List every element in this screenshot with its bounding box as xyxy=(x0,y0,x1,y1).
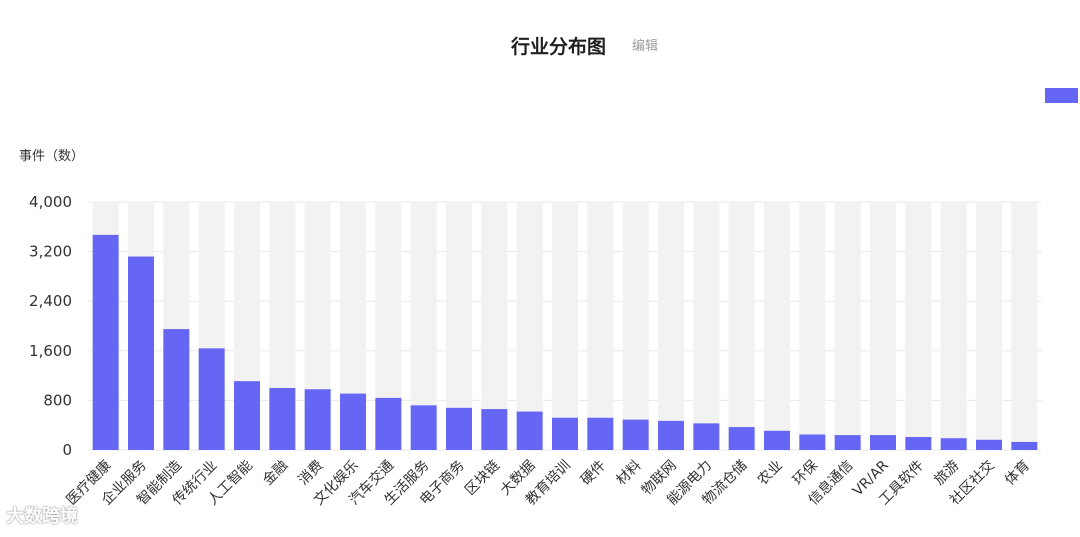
y-tick-label: 3,200 xyxy=(29,243,72,261)
bar[interactable] xyxy=(940,438,967,450)
bar-track xyxy=(693,202,720,450)
bar-track xyxy=(481,202,508,450)
title-row: 行业分布图 编辑 xyxy=(0,34,1080,62)
bar-track xyxy=(516,202,543,450)
bar[interactable] xyxy=(587,417,614,450)
bar-track xyxy=(728,202,755,450)
x-category-label: 消费 xyxy=(295,458,326,489)
x-category-label: 旅游 xyxy=(931,458,962,489)
bar[interactable] xyxy=(446,407,472,450)
bar[interactable] xyxy=(269,388,296,450)
bar[interactable] xyxy=(481,409,508,450)
bar-track xyxy=(905,202,932,450)
bar[interactable] xyxy=(976,439,1002,450)
edit-link[interactable]: 编辑 xyxy=(632,39,659,54)
bar-track xyxy=(552,202,578,450)
y-tick-label: 0 xyxy=(62,441,72,459)
bar[interactable] xyxy=(799,434,826,451)
bar[interactable] xyxy=(552,417,578,450)
bar-track xyxy=(799,202,826,450)
bar[interactable] xyxy=(340,393,366,450)
y-tick-label: 1,600 xyxy=(29,342,72,360)
bar[interactable] xyxy=(622,419,649,450)
bar[interactable] xyxy=(304,389,331,450)
bar[interactable] xyxy=(198,348,225,450)
bar[interactable] xyxy=(764,430,790,450)
y-tick-label: 2,400 xyxy=(29,292,72,310)
bar[interactable] xyxy=(516,411,543,450)
bar[interactable] xyxy=(728,427,755,450)
x-category-label: 环保 xyxy=(790,458,821,489)
bar-track xyxy=(658,202,684,450)
bar-layer xyxy=(92,234,1038,451)
watermark-brand: 大数跨境 xyxy=(6,506,78,527)
bar[interactable] xyxy=(128,256,154,450)
bar[interactable] xyxy=(905,436,932,450)
bar[interactable] xyxy=(693,423,720,450)
bar-track xyxy=(870,202,896,450)
chart-title: 行业分布图 xyxy=(511,36,607,58)
bar[interactable] xyxy=(375,397,402,450)
bar[interactable] xyxy=(163,329,190,450)
bar-track xyxy=(587,202,614,450)
x-category-label: 金融 xyxy=(260,458,291,489)
bar[interactable] xyxy=(834,435,861,450)
bar[interactable] xyxy=(92,234,119,450)
bar[interactable] xyxy=(234,381,260,450)
bar-track xyxy=(764,202,790,450)
bar[interactable] xyxy=(410,405,437,450)
bar[interactable] xyxy=(658,420,684,450)
x-category-label: 区块链 xyxy=(462,458,503,499)
x-category-label: 材料 xyxy=(613,458,644,489)
x-category-label: 体育 xyxy=(1002,458,1033,489)
y-tick-label: 4,000 xyxy=(29,193,72,211)
bar-track xyxy=(1011,202,1038,450)
y-axis-label: 事件（数） xyxy=(19,149,85,164)
legend-swatch[interactable] xyxy=(1045,88,1078,103)
y-tick-label: 800 xyxy=(43,391,72,409)
y-axis-ticks: 0 800 1,600 2,400 3,200 4,000 xyxy=(29,193,72,459)
bar[interactable] xyxy=(870,435,896,450)
bar-track xyxy=(976,202,1002,450)
bar-track xyxy=(834,202,861,450)
bar-track xyxy=(940,202,967,450)
bar[interactable] xyxy=(1011,441,1038,450)
x-category-label: 硬件 xyxy=(578,458,609,489)
x-category-label: 农业 xyxy=(755,458,786,489)
bar-track xyxy=(622,202,649,450)
